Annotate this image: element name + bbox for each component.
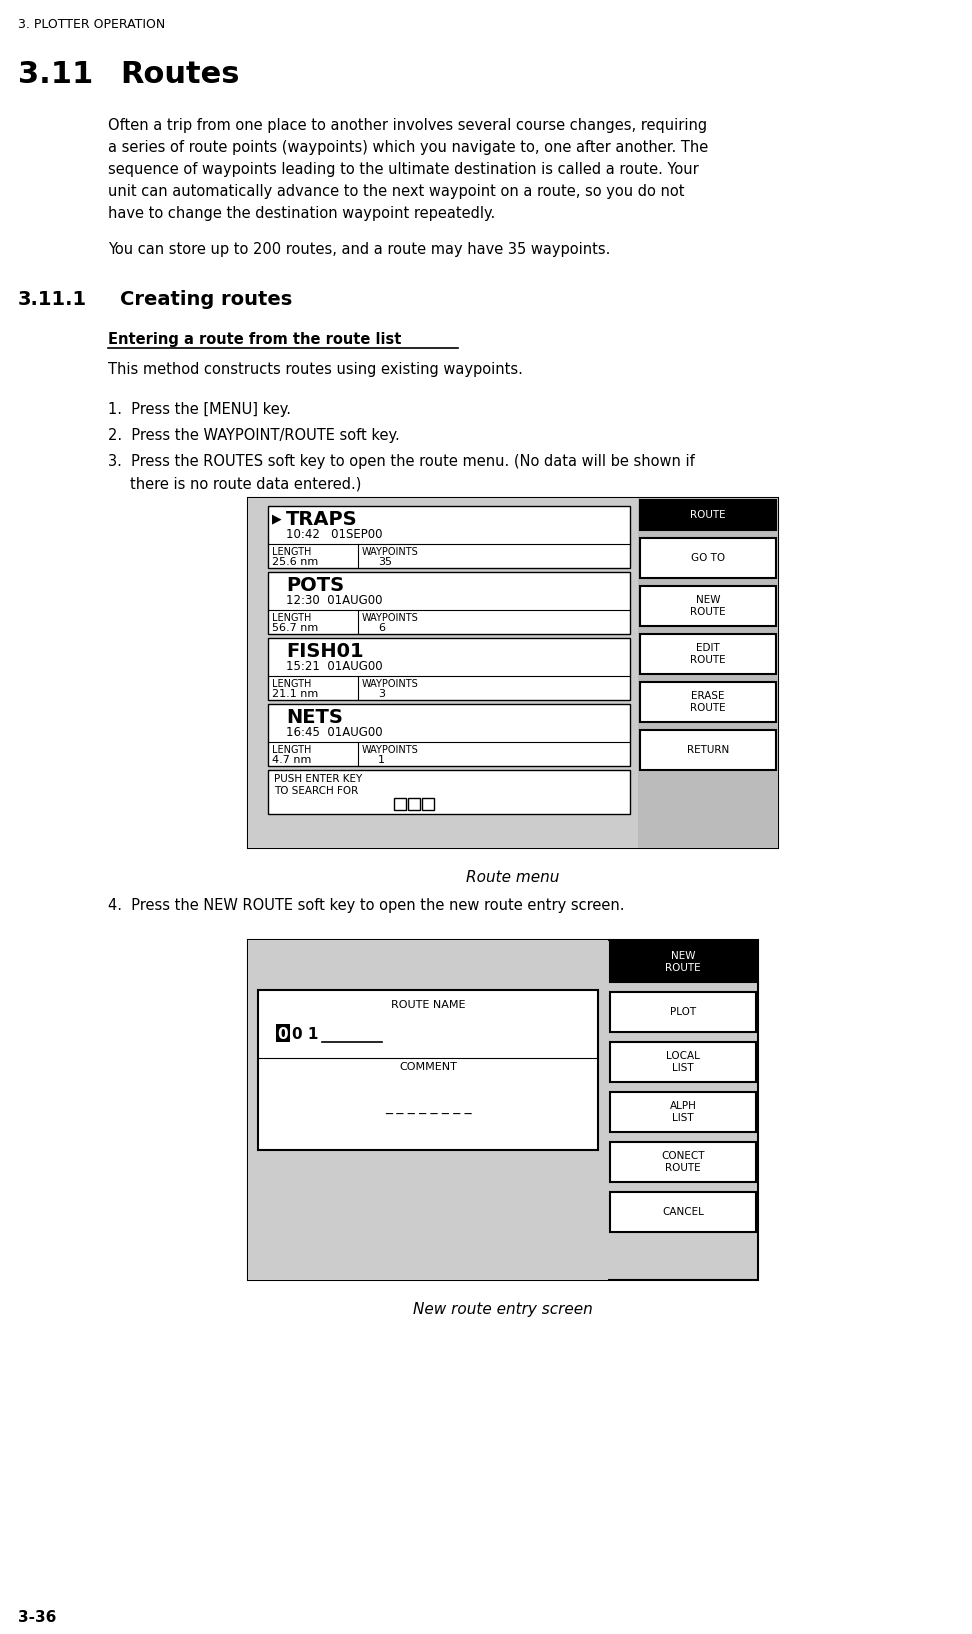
Text: Creating routes: Creating routes bbox=[120, 289, 293, 309]
Text: WAYPOINTS: WAYPOINTS bbox=[362, 613, 419, 623]
Text: have to change the destination waypoint repeatedly.: have to change the destination waypoint … bbox=[108, 206, 496, 221]
Bar bbox=[276, 1025, 290, 1042]
Text: 3. PLOTTER OPERATION: 3. PLOTTER OPERATION bbox=[18, 18, 165, 31]
Text: LOCAL
LIST: LOCAL LIST bbox=[666, 1051, 700, 1074]
Text: Route menu: Route menu bbox=[467, 869, 560, 886]
Text: EDIT
ROUTE: EDIT ROUTE bbox=[690, 644, 726, 665]
Text: NETS: NETS bbox=[286, 708, 343, 727]
Text: FISH01: FISH01 bbox=[286, 642, 364, 662]
Text: LENGTH: LENGTH bbox=[272, 547, 311, 557]
Text: ROUTE: ROUTE bbox=[690, 510, 726, 520]
Text: TRAPS: TRAPS bbox=[286, 510, 358, 529]
Bar bbox=[640, 538, 776, 578]
Bar bbox=[422, 797, 434, 810]
Text: ALPH
LIST: ALPH LIST bbox=[670, 1101, 696, 1123]
Text: 3: 3 bbox=[378, 690, 385, 699]
Text: 0 1: 0 1 bbox=[292, 1028, 319, 1042]
Bar bbox=[248, 940, 608, 1279]
Text: 10:42   01SEP00: 10:42 01SEP00 bbox=[286, 528, 383, 541]
Text: 56.7 nm: 56.7 nm bbox=[272, 623, 318, 632]
Text: GO TO: GO TO bbox=[691, 552, 725, 564]
Bar bbox=[640, 681, 776, 722]
Text: _ _ _ _ _ _ _ _: _ _ _ _ _ _ _ _ bbox=[385, 1100, 471, 1114]
Text: CANCEL: CANCEL bbox=[662, 1208, 704, 1217]
Text: LENGTH: LENGTH bbox=[272, 613, 311, 623]
Bar bbox=[268, 507, 630, 569]
Text: 0: 0 bbox=[278, 1028, 289, 1042]
Text: LENGTH: LENGTH bbox=[272, 680, 311, 690]
Bar bbox=[268, 770, 630, 814]
Text: WAYPOINTS: WAYPOINTS bbox=[362, 547, 419, 557]
Text: WAYPOINTS: WAYPOINTS bbox=[362, 680, 419, 690]
Text: NEW
ROUTE: NEW ROUTE bbox=[665, 951, 701, 972]
Text: NEW
ROUTE: NEW ROUTE bbox=[690, 595, 726, 616]
Text: ▶: ▶ bbox=[272, 511, 282, 525]
Text: a series of route points (waypoints) which you navigate to, one after another. T: a series of route points (waypoints) whi… bbox=[108, 141, 709, 155]
Text: LENGTH: LENGTH bbox=[272, 745, 311, 755]
Text: sequence of waypoints leading to the ultimate destination is called a route. You: sequence of waypoints leading to the ult… bbox=[108, 162, 699, 176]
Text: 3.11: 3.11 bbox=[18, 60, 93, 88]
Bar bbox=[408, 797, 420, 810]
Text: This method constructs routes using existing waypoints.: This method constructs routes using exis… bbox=[108, 363, 523, 377]
Text: Routes: Routes bbox=[120, 60, 239, 88]
Bar bbox=[248, 498, 638, 848]
Text: 25.6 nm: 25.6 nm bbox=[272, 557, 318, 567]
Text: ROUTE NAME: ROUTE NAME bbox=[391, 1000, 466, 1010]
FancyBboxPatch shape bbox=[248, 498, 778, 848]
Bar bbox=[268, 637, 630, 699]
Text: 16:45  01AUG00: 16:45 01AUG00 bbox=[286, 725, 383, 739]
Text: there is no route data entered.): there is no route data entered.) bbox=[130, 475, 362, 490]
Text: TO SEARCH FOR: TO SEARCH FOR bbox=[274, 786, 359, 796]
Bar bbox=[268, 572, 630, 634]
Bar bbox=[258, 990, 598, 1150]
Text: 3.11.1: 3.11.1 bbox=[18, 289, 87, 309]
Text: 35: 35 bbox=[378, 557, 392, 567]
Text: You can store up to 200 routes, and a route may have 35 waypoints.: You can store up to 200 routes, and a ro… bbox=[108, 242, 610, 257]
Text: PLOT: PLOT bbox=[670, 1007, 696, 1016]
Bar bbox=[638, 498, 778, 848]
Bar bbox=[610, 992, 756, 1033]
Text: 21.1 nm: 21.1 nm bbox=[272, 690, 318, 699]
Text: ERASE
ROUTE: ERASE ROUTE bbox=[690, 691, 726, 712]
Text: WAYPOINTS: WAYPOINTS bbox=[362, 745, 419, 755]
Text: 3.  Press the ROUTES soft key to open the route menu. (No data will be shown if: 3. Press the ROUTES soft key to open the… bbox=[108, 454, 695, 469]
Text: unit can automatically advance to the next waypoint on a route, so you do not: unit can automatically advance to the ne… bbox=[108, 185, 684, 199]
Bar bbox=[610, 1042, 756, 1082]
Text: RETURN: RETURN bbox=[687, 745, 729, 755]
Bar bbox=[268, 704, 630, 766]
Text: 1: 1 bbox=[378, 755, 385, 765]
Text: PUSH ENTER KEY: PUSH ENTER KEY bbox=[274, 775, 363, 784]
Text: New route entry screen: New route entry screen bbox=[413, 1302, 593, 1317]
Text: COMMENT: COMMENT bbox=[399, 1062, 457, 1072]
Text: 4.7 nm: 4.7 nm bbox=[272, 755, 311, 765]
Bar bbox=[640, 587, 776, 626]
Text: 3-36: 3-36 bbox=[18, 1609, 56, 1624]
Text: 1.  Press the [MENU] key.: 1. Press the [MENU] key. bbox=[108, 402, 291, 417]
Bar bbox=[610, 1191, 756, 1232]
FancyBboxPatch shape bbox=[248, 940, 758, 1279]
Bar bbox=[394, 797, 406, 810]
Text: CONECT
ROUTE: CONECT ROUTE bbox=[661, 1152, 705, 1173]
Bar bbox=[640, 634, 776, 673]
Text: 6: 6 bbox=[378, 623, 385, 632]
Bar bbox=[610, 941, 756, 982]
Text: 2.  Press the WAYPOINT/ROUTE soft key.: 2. Press the WAYPOINT/ROUTE soft key. bbox=[108, 428, 399, 443]
Text: Often a trip from one place to another involves several course changes, requirin: Often a trip from one place to another i… bbox=[108, 118, 707, 132]
Bar bbox=[640, 730, 776, 770]
Text: 15:21  01AUG00: 15:21 01AUG00 bbox=[286, 660, 383, 673]
Bar bbox=[610, 1092, 756, 1132]
Text: POTS: POTS bbox=[286, 577, 344, 595]
Text: 12:30  01AUG00: 12:30 01AUG00 bbox=[286, 595, 383, 606]
Bar bbox=[640, 500, 776, 529]
Bar bbox=[610, 1142, 756, 1181]
Text: Entering a route from the route list: Entering a route from the route list bbox=[108, 332, 401, 346]
Text: 4.  Press the NEW ROUTE soft key to open the new route entry screen.: 4. Press the NEW ROUTE soft key to open … bbox=[108, 899, 624, 913]
